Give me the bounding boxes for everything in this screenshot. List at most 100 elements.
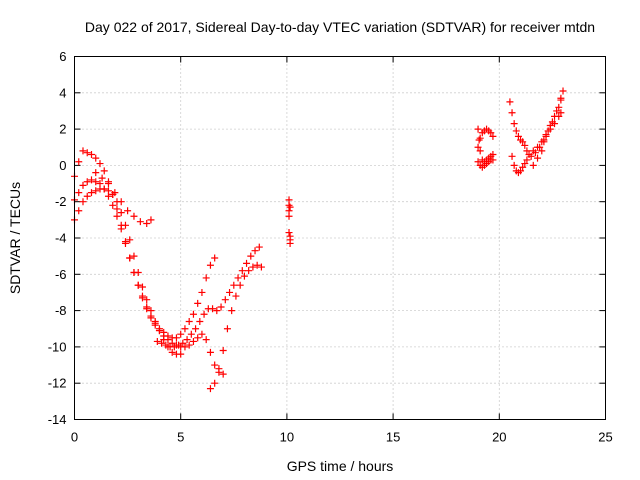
data-point	[215, 365, 223, 373]
data-point	[177, 350, 185, 358]
data-point	[531, 149, 539, 157]
data-point	[508, 109, 516, 117]
data-point	[138, 294, 146, 302]
data-point	[228, 307, 236, 315]
data-point	[217, 303, 225, 311]
x-tick-label: 25	[598, 430, 612, 445]
chart-title: Day 022 of 2017, Sidereal Day-to-day VTE…	[85, 19, 595, 35]
data-point	[121, 239, 129, 247]
data-point	[542, 131, 550, 139]
data-point	[232, 292, 240, 300]
data-point	[230, 281, 238, 289]
data-point	[158, 339, 166, 347]
data-point	[206, 348, 214, 356]
data-point	[100, 167, 108, 175]
y-axis-title: SDTVAR / TECUs	[7, 182, 23, 294]
data-point	[92, 187, 100, 195]
data-point	[136, 218, 144, 226]
series-track-5	[153, 243, 263, 351]
data-point	[113, 212, 121, 220]
data-point	[253, 261, 261, 269]
data-point	[538, 147, 546, 155]
data-point	[104, 180, 112, 188]
grid-layer	[74, 56, 606, 420]
data-point	[219, 347, 227, 355]
data-point	[489, 156, 497, 164]
data-point	[92, 154, 100, 162]
data-point	[75, 158, 83, 166]
data-point	[124, 207, 132, 215]
data-point	[130, 252, 138, 260]
data-point	[209, 305, 217, 313]
data-point	[519, 163, 527, 171]
data-point	[478, 129, 486, 137]
data-point	[147, 216, 155, 224]
data-point	[130, 212, 138, 220]
data-point	[211, 379, 219, 387]
data-point	[87, 151, 95, 159]
data-point	[189, 337, 197, 345]
data-point	[544, 127, 552, 135]
y-tick-label: -4	[55, 231, 67, 246]
data-point	[557, 94, 565, 102]
data-point	[185, 341, 193, 349]
data-point	[126, 236, 134, 244]
data-point	[185, 317, 193, 325]
data-point	[285, 229, 293, 237]
data-point	[559, 87, 567, 95]
data-point	[286, 239, 294, 247]
y-tick-label: 6	[59, 49, 66, 64]
data-point	[512, 127, 520, 135]
data-point	[234, 274, 242, 282]
data-point	[153, 337, 161, 345]
data-point	[162, 341, 170, 349]
data-point	[198, 288, 206, 296]
series-track-1	[71, 147, 219, 342]
data-point	[510, 161, 518, 169]
x-tick-label: 0	[71, 430, 78, 445]
data-point	[553, 107, 561, 115]
data-point	[192, 325, 200, 333]
data-point	[96, 160, 104, 168]
data-point	[113, 205, 121, 213]
data-point	[170, 343, 178, 351]
x-tick-label: 15	[386, 430, 400, 445]
axis-layer: 0 5 10 15 20 25 -14 -12 -10 -8 -6 -4 -2 0 2 4 6	[48, 49, 613, 445]
data-point	[79, 198, 87, 206]
data-point	[75, 189, 83, 197]
data-point	[519, 138, 527, 146]
data-point	[506, 98, 514, 106]
data-point	[551, 112, 559, 120]
plot-frame	[74, 56, 606, 420]
data-point	[540, 138, 548, 146]
data-point	[183, 336, 191, 344]
data-point	[98, 174, 106, 182]
data-point	[75, 207, 83, 215]
data-point	[245, 267, 253, 275]
data-point	[83, 178, 91, 186]
data-point	[194, 334, 202, 342]
x-axis-title: GPS time / hours	[287, 458, 394, 474]
data-point	[92, 169, 100, 177]
y-tick-label: -8	[55, 303, 67, 318]
data-point	[219, 370, 227, 378]
data-point	[508, 152, 516, 160]
data-point	[523, 156, 531, 164]
data-point	[194, 299, 202, 307]
data-point	[213, 307, 221, 315]
data-point	[196, 317, 204, 325]
data-point	[109, 201, 117, 209]
data-point	[206, 261, 214, 269]
y-tick-label: 2	[59, 122, 66, 137]
data-point	[211, 361, 219, 369]
data-point	[236, 281, 244, 289]
data-point	[198, 330, 206, 338]
data-point	[138, 283, 146, 291]
data-point	[126, 254, 134, 262]
data-point	[143, 219, 151, 227]
y-tick-label: 0	[59, 158, 66, 173]
data-point	[534, 154, 542, 162]
data-point	[514, 132, 522, 140]
series-track-6	[206, 261, 265, 393]
